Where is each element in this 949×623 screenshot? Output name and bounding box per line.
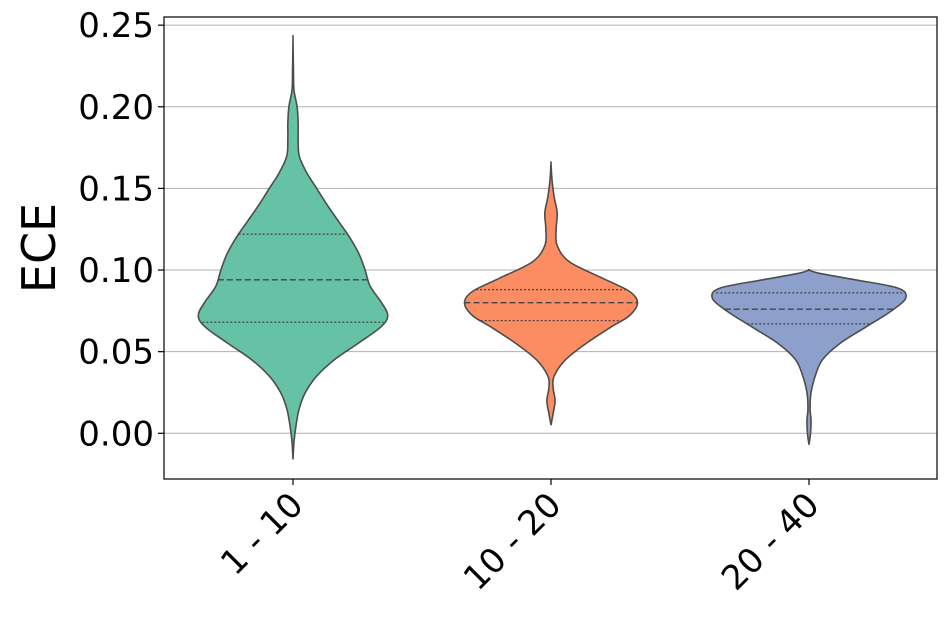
- x-tick-label: 10 - 20: [456, 485, 569, 598]
- violin-body: [197, 34, 389, 460]
- y-tick-label: 0.25: [78, 6, 154, 46]
- violin-1: [197, 34, 389, 460]
- y-tick-label: 0.10: [78, 251, 154, 291]
- y-axis: 0.00 0.05 0.10 0.15 0.20 0.25: [78, 6, 164, 454]
- violin-body: [711, 268, 907, 445]
- y-tick-label: 0.00: [78, 414, 154, 454]
- x-tick-label: 1 - 10: [213, 485, 311, 583]
- violin-2: [463, 161, 639, 426]
- y-axis-label: ECE: [12, 203, 66, 293]
- violins: [197, 34, 907, 460]
- y-tick-label: 0.05: [78, 333, 154, 373]
- y-tick-label: 0.20: [78, 88, 154, 128]
- x-tick-label: 20 - 40: [714, 485, 827, 598]
- violin-body: [463, 161, 639, 426]
- y-tick-label: 0.15: [78, 169, 154, 209]
- x-axis: 1 - 10 10 - 20 20 - 40: [213, 479, 827, 599]
- violin-3: [711, 268, 907, 445]
